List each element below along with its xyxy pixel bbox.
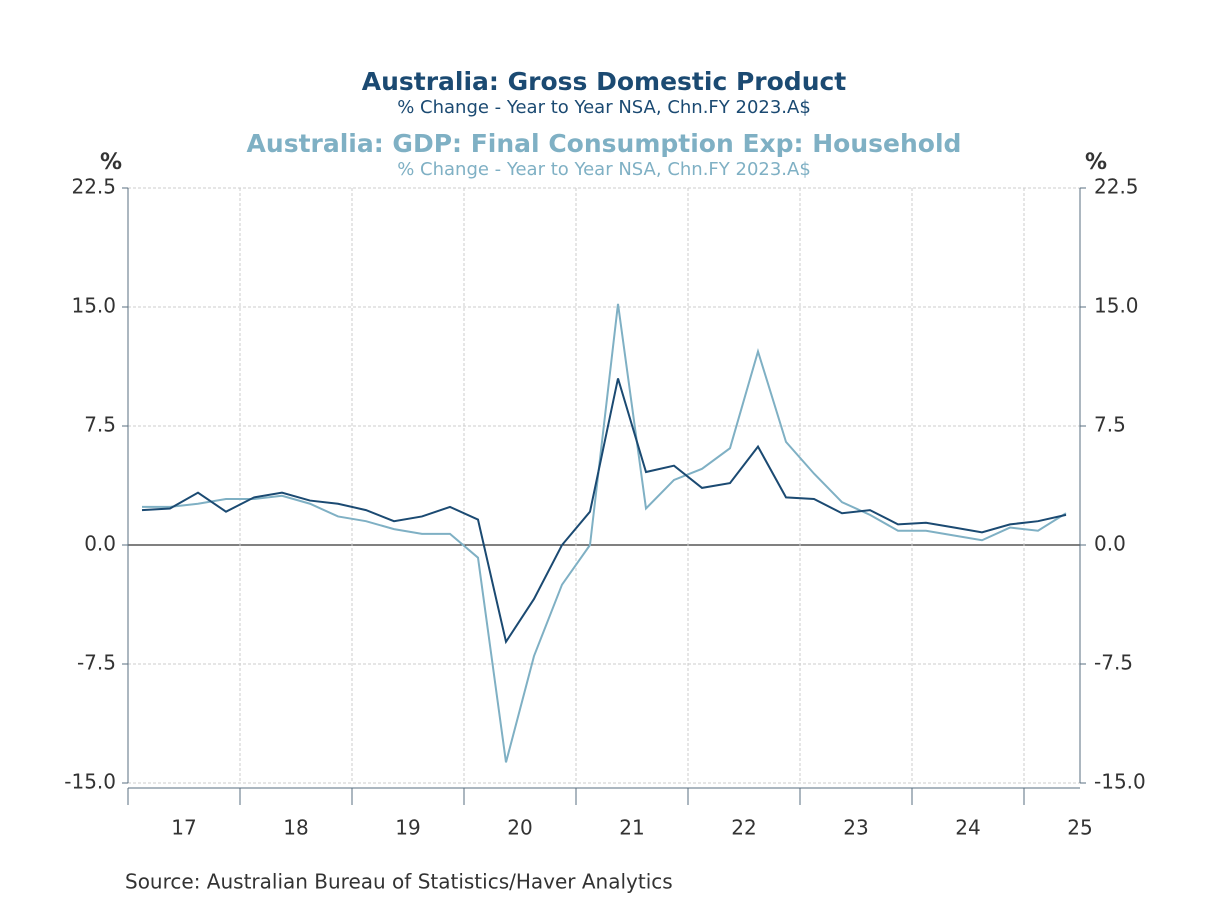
y-tick-label: 0.0 [84,532,116,556]
y-tick-label: 7.5 [84,413,116,437]
y2-tick-label: 0.0 [1094,532,1126,556]
line-series [141,378,1067,645]
y-tick-label: -7.5 [77,651,116,675]
source: Source: Australian Bureau of Statistics/… [125,870,673,894]
x-tick-label: 22 [731,816,756,840]
y-tick-label: 15.0 [71,294,116,318]
chart-subtitle: % Change - Year to Year NSA, Chn.FY 2023… [397,97,811,118]
y-axis-label: % [100,150,122,175]
x-tick-label: 18 [283,816,308,840]
y2-tick-label: -15.0 [1094,770,1146,794]
y2-axis-label: % [1085,150,1107,175]
y-tick-label: -15.0 [64,770,116,794]
x-tick-label: 25 [1067,816,1092,840]
chart-title: Australia: Gross Domestic Product [362,67,847,96]
x-tick-label: 21 [619,816,644,840]
x-tick-label: 23 [843,816,868,840]
y2-tick-label: -7.5 [1094,651,1133,675]
chart-subtitle-2: % Change - Year to Year NSA, Chn.FY 2023… [397,159,811,180]
x-tick-label: 24 [955,816,980,840]
y2-tick-label: 7.5 [1094,413,1126,437]
x-tick-label: 17 [171,816,196,840]
y-tick-label: 22.5 [71,175,116,199]
x-tick-label: 19 [395,816,420,840]
chart-title-2: Australia: GDP: Final Consumption Exp: H… [247,129,962,158]
y2-tick-label: 22.5 [1094,175,1139,199]
line-series [142,303,1067,763]
x-tick-label: 20 [507,816,532,840]
y2-tick-label: 15.0 [1094,294,1139,318]
